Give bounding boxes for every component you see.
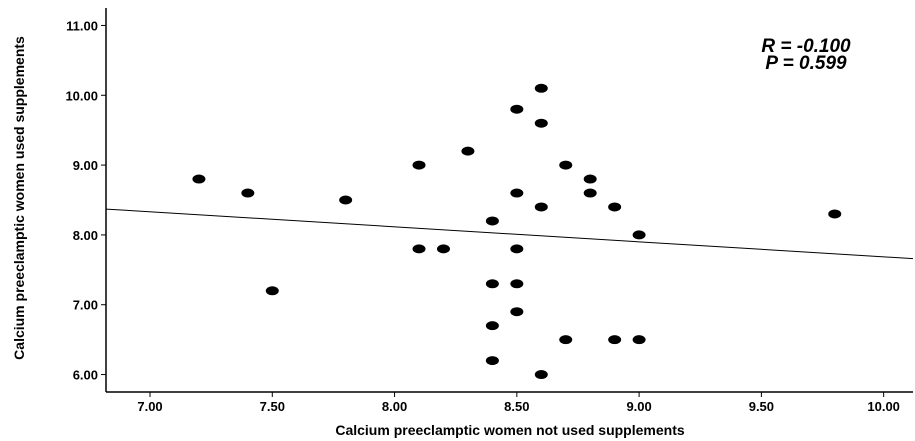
data-point <box>534 118 548 128</box>
data-point <box>583 188 597 198</box>
x-tick-label: 9.50 <box>749 399 774 414</box>
data-point <box>583 174 597 184</box>
data-point <box>828 209 842 219</box>
data-point <box>632 335 646 345</box>
x-tick-label: 9.00 <box>626 399 651 414</box>
data-point <box>510 279 524 289</box>
data-point <box>632 230 646 240</box>
data-point <box>339 195 353 205</box>
data-point <box>436 244 450 254</box>
y-axis-ticks: 6.00 7.00 8.00 9.00 10.00 11.00 <box>65 18 106 383</box>
data-point <box>559 335 573 345</box>
x-tick-label: 8.50 <box>504 399 529 414</box>
data-point <box>461 146 475 156</box>
r-value-annotation: R = -0.100 <box>761 36 851 57</box>
data-point <box>192 174 206 184</box>
data-point <box>485 356 499 366</box>
data-point <box>510 307 524 317</box>
data-point <box>412 160 426 170</box>
data-point <box>534 83 548 93</box>
y-tick-label: 8.00 <box>73 228 98 243</box>
data-point <box>608 202 622 212</box>
data-point <box>510 188 524 198</box>
data-points <box>192 83 842 380</box>
data-point <box>608 335 622 345</box>
data-point <box>265 286 279 296</box>
data-point <box>485 321 499 331</box>
y-axis-title: Calcium preeclamptic women used suppleme… <box>11 36 27 360</box>
x-tick-label: 8.00 <box>382 399 407 414</box>
data-point <box>510 104 524 114</box>
data-point <box>510 244 524 254</box>
data-point <box>559 160 573 170</box>
x-axis-ticks: 7.00 7.50 8.00 8.50 9.00 9.50 10.00 <box>137 392 900 414</box>
y-tick-label: 10.00 <box>65 88 98 103</box>
x-axis-title: Calcium preeclamptic women not used supp… <box>335 422 685 438</box>
data-point <box>241 188 255 198</box>
y-tick-label: 11.00 <box>66 18 98 33</box>
fit-line <box>105 208 914 260</box>
x-tick-label: 7.50 <box>260 399 285 414</box>
x-tick-label: 10.00 <box>867 399 900 414</box>
y-tick-label: 9.00 <box>73 158 98 173</box>
y-tick-label: 6.00 <box>73 368 98 383</box>
data-point <box>485 216 499 226</box>
y-tick-label: 7.00 <box>73 298 98 313</box>
data-point <box>534 370 548 380</box>
data-point <box>534 202 548 212</box>
data-point <box>485 279 499 289</box>
p-value-annotation: P = 0.599 <box>765 53 847 74</box>
x-tick-label: 7.00 <box>137 399 162 414</box>
data-point <box>412 244 426 254</box>
